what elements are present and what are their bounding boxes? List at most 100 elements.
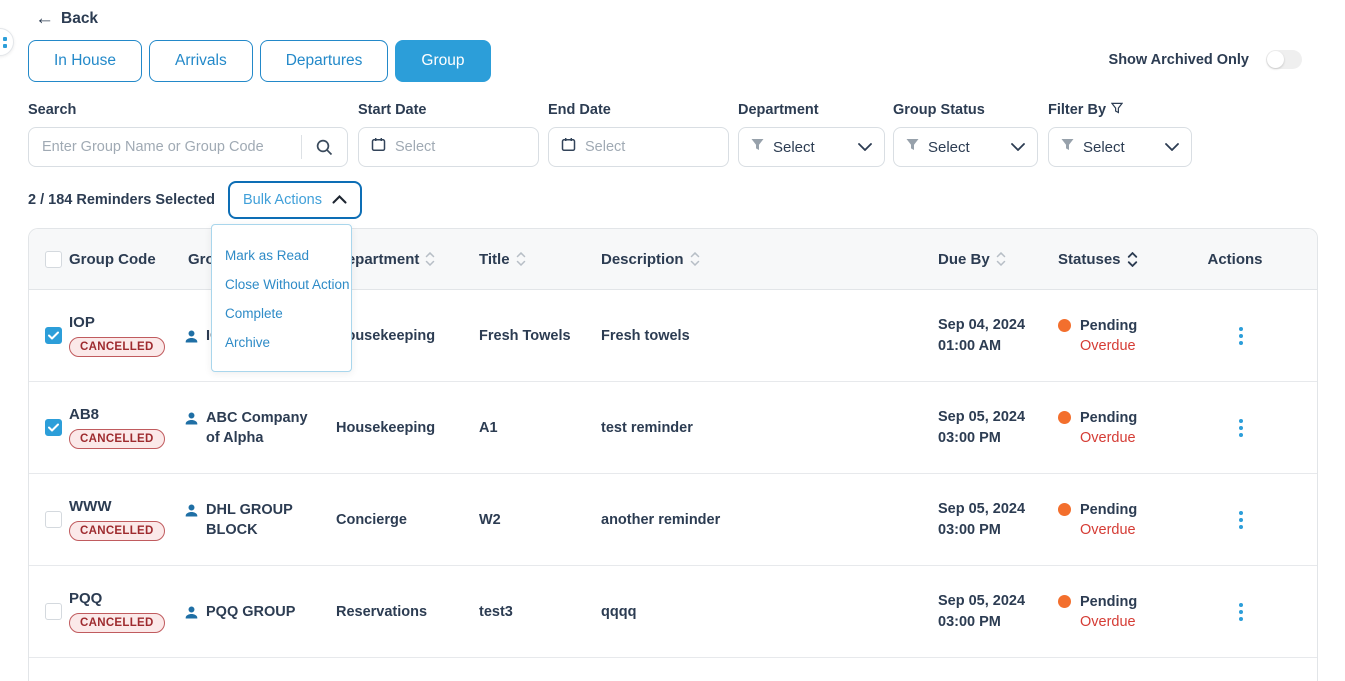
filter-by-value: Select — [1083, 138, 1125, 156]
department-label: Department — [738, 102, 819, 118]
group-code: AB8 — [69, 406, 100, 423]
chevron-down-icon — [858, 138, 872, 156]
group-status-filter: Group Status Select — [893, 101, 1038, 167]
select-all-checkbox[interactable] — [45, 250, 62, 268]
reminder-title: Fresh Towels — [479, 327, 571, 344]
sort-icon[interactable] — [425, 252, 435, 266]
pending-status-dot — [1058, 594, 1071, 608]
row-actions-kebab-icon[interactable] — [1235, 415, 1247, 441]
menu-item-complete[interactable]: Complete — [225, 306, 283, 321]
search-input[interactable] — [29, 128, 301, 166]
sub-status: Overdue — [1080, 337, 1136, 354]
department: Concierge — [336, 511, 407, 528]
end-date-value: Select — [585, 139, 626, 155]
end-date-picker[interactable]: Select — [548, 127, 729, 167]
reminder-title: W2 — [479, 511, 501, 528]
sidebar-collapse-button[interactable] — [0, 28, 14, 56]
selection-row: 2 / 184 Reminders Selected Bulk Actions — [28, 181, 362, 219]
due-time: 03:00 PM — [938, 613, 1001, 630]
chevron-down-icon — [1165, 138, 1179, 156]
tab-group[interactable]: Group — [395, 40, 491, 82]
reminder-title: test3 — [479, 603, 513, 620]
menu-item-mark-as-read[interactable]: Mark as Read — [225, 248, 310, 263]
end-date-filter: End Date Select — [548, 101, 729, 167]
due-date: Sep 04, 2024 — [938, 316, 1026, 333]
col-description[interactable]: Description — [601, 250, 684, 268]
back-label: Back — [61, 9, 99, 27]
show-archived-label: Show Archived Only — [1108, 51, 1249, 68]
sort-icon-active[interactable] — [1127, 251, 1138, 267]
grip-dot-icon — [3, 43, 7, 48]
row-actions-kebab-icon[interactable] — [1235, 599, 1247, 625]
bulk-actions-label: Bulk Actions — [243, 192, 322, 208]
pending-status-dot — [1058, 410, 1071, 424]
row-checkbox[interactable] — [45, 327, 62, 344]
person-icon — [185, 330, 198, 342]
col-title[interactable]: Title — [479, 250, 510, 268]
group-code: IOP — [69, 314, 95, 331]
funnel-icon — [1061, 138, 1074, 156]
menu-item-close-without-action[interactable]: Close Without Action — [225, 277, 350, 292]
status: Pending — [1080, 501, 1138, 518]
funnel-icon — [906, 138, 919, 156]
group-code: WWW — [69, 498, 112, 515]
start-date-label: Start Date — [358, 102, 427, 118]
row-actions-kebab-icon[interactable] — [1235, 507, 1247, 533]
show-archived-toggle[interactable] — [1266, 50, 1302, 69]
start-date-picker[interactable]: Select — [358, 127, 539, 167]
end-date-label: End Date — [548, 102, 611, 118]
funnel-icon — [751, 138, 764, 156]
table-row: PQQ CANCELLED PQQ GROUP Reservations tes… — [29, 566, 1317, 658]
toggle-knob — [1267, 51, 1284, 68]
grip-dot-icon — [3, 36, 7, 41]
table-row-partial — [29, 658, 1317, 681]
sort-icon[interactable] — [516, 252, 526, 266]
col-statuses[interactable]: Statuses — [1058, 250, 1121, 268]
reminder-description: qqqq — [601, 603, 637, 620]
person-icon — [185, 504, 198, 516]
calendar-icon — [371, 137, 386, 157]
divider — [301, 135, 302, 159]
search-icon[interactable] — [302, 128, 347, 166]
back-button[interactable]: ← Back — [35, 9, 98, 28]
row-actions-kebab-icon[interactable] — [1235, 323, 1247, 349]
sub-status: Overdue — [1080, 613, 1136, 630]
tab-arrivals[interactable]: Arrivals — [149, 40, 253, 82]
row-checkbox[interactable] — [45, 603, 62, 620]
back-arrow-icon: ← — [35, 8, 54, 29]
col-actions: Actions — [1207, 250, 1263, 268]
start-date-value: Select — [395, 139, 436, 155]
calendar-icon — [561, 137, 576, 157]
row-checkbox[interactable] — [45, 511, 62, 528]
bulk-actions-button[interactable]: Bulk Actions — [228, 181, 362, 219]
row-checkbox[interactable] — [45, 419, 62, 436]
group-name: ABC Company of Alpha — [206, 409, 308, 446]
col-group-code: Group Code — [69, 250, 156, 268]
table-row: AB8 CANCELLED ABC Company of Alpha House… — [29, 382, 1317, 474]
group-code: PQQ — [69, 590, 103, 607]
sort-icon[interactable] — [690, 252, 700, 266]
chevron-up-icon — [332, 192, 347, 208]
sort-icon[interactable] — [996, 252, 1006, 266]
sub-status: Overdue — [1080, 521, 1136, 538]
department-select[interactable]: Select — [738, 127, 885, 167]
col-department[interactable]: Department — [336, 250, 420, 268]
selection-summary: 2 / 184 Reminders Selected — [28, 192, 215, 208]
tab-departures[interactable]: Departures — [259, 40, 389, 82]
table-row: WWW CANCELLED DHL GROUP BLOCK Concierge … — [29, 474, 1317, 566]
reminder-description: Fresh towels — [601, 327, 690, 344]
due-date: Sep 05, 2024 — [938, 500, 1026, 517]
person-icon — [185, 606, 198, 618]
pending-status-dot — [1058, 502, 1071, 516]
reminder-description: another reminder — [601, 511, 721, 528]
due-time: 03:00 PM — [938, 429, 1001, 446]
filter-by-label: Filter By — [1048, 102, 1107, 118]
menu-item-archive[interactable]: Archive — [225, 335, 271, 350]
col-due-by[interactable]: Due By — [938, 250, 990, 268]
tab-in-house[interactable]: In House — [28, 40, 143, 82]
reminder-description: test reminder — [601, 419, 693, 436]
group-status-select[interactable]: Select — [893, 127, 1038, 167]
chevron-down-icon — [1011, 138, 1025, 156]
filter-by-select[interactable]: Select — [1048, 127, 1192, 167]
